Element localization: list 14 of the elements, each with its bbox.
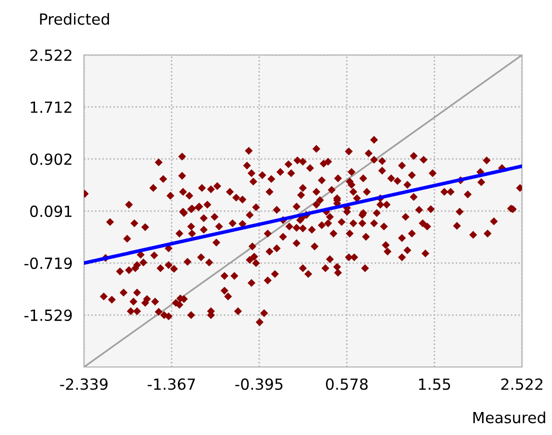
y-tick-label: 0.091 xyxy=(30,205,72,218)
x-tick-label: 2.522 xyxy=(501,378,542,390)
x-tick-label: -2.339 xyxy=(60,378,108,390)
y-axis-title: Predicted xyxy=(40,13,109,25)
y-tick-label: 2.522 xyxy=(30,49,72,62)
y-tick-label: -0.719 xyxy=(24,257,72,270)
y-tick-label: 1.712 xyxy=(30,101,72,113)
x-tick-label: 1.55 xyxy=(419,378,450,390)
x-tick-label: -1.367 xyxy=(148,378,195,390)
y-tick-label: 0.902 xyxy=(30,153,72,165)
y-tick-label: -1.529 xyxy=(24,309,72,322)
x-tick-label: 0.578 xyxy=(326,378,368,390)
x-axis-title: Measured xyxy=(473,412,546,424)
x-tick-label: -0.395 xyxy=(235,378,282,390)
